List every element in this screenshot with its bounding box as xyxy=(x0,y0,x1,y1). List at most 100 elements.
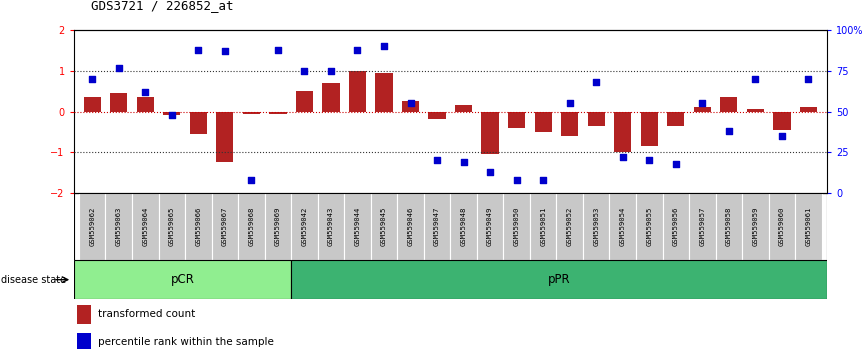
Bar xyxy=(773,112,791,130)
Text: GSM559064: GSM559064 xyxy=(142,207,148,246)
Bar xyxy=(402,101,419,112)
Point xyxy=(589,79,603,85)
Bar xyxy=(397,193,423,260)
Bar xyxy=(795,193,822,260)
Point xyxy=(510,177,524,183)
Text: disease state: disease state xyxy=(1,275,66,285)
Bar xyxy=(534,112,552,132)
Point xyxy=(112,65,126,70)
Text: GSM559057: GSM559057 xyxy=(700,207,705,246)
Bar xyxy=(291,260,827,299)
Point xyxy=(351,47,365,52)
Point xyxy=(669,161,682,166)
Text: GSM559044: GSM559044 xyxy=(354,207,360,246)
Bar xyxy=(291,193,318,260)
Bar xyxy=(185,193,211,260)
Text: GSM559042: GSM559042 xyxy=(301,207,307,246)
Bar xyxy=(158,193,185,260)
Text: GSM559065: GSM559065 xyxy=(169,207,175,246)
Bar xyxy=(265,193,291,260)
Bar xyxy=(561,112,578,136)
Bar xyxy=(106,193,132,260)
Text: GSM559051: GSM559051 xyxy=(540,207,546,246)
Bar xyxy=(375,73,392,112)
Point xyxy=(85,76,99,82)
Bar xyxy=(557,193,583,260)
Bar xyxy=(662,193,689,260)
Point xyxy=(722,128,736,134)
Text: GSM559066: GSM559066 xyxy=(196,207,201,246)
Bar xyxy=(503,193,530,260)
Bar xyxy=(477,193,503,260)
Bar xyxy=(636,193,662,260)
Text: GSM559055: GSM559055 xyxy=(646,207,652,246)
Text: pCR: pCR xyxy=(171,273,194,286)
Bar xyxy=(610,193,636,260)
Text: GSM559045: GSM559045 xyxy=(381,207,387,246)
Bar xyxy=(583,193,610,260)
Text: GSM559067: GSM559067 xyxy=(222,207,228,246)
Text: GSM559054: GSM559054 xyxy=(620,207,626,246)
Point xyxy=(244,177,258,183)
Text: GSM559069: GSM559069 xyxy=(275,207,281,246)
Bar xyxy=(242,112,260,114)
Bar xyxy=(450,193,477,260)
Bar xyxy=(694,108,711,112)
Bar xyxy=(641,112,658,146)
Bar xyxy=(769,193,795,260)
Text: GSM559047: GSM559047 xyxy=(434,207,440,246)
Text: GSM559068: GSM559068 xyxy=(249,207,255,246)
Text: GSM559046: GSM559046 xyxy=(408,207,414,246)
Point xyxy=(748,76,762,82)
Bar xyxy=(588,112,604,126)
Point xyxy=(695,101,709,106)
Bar xyxy=(423,193,450,260)
Text: GSM559058: GSM559058 xyxy=(726,207,732,246)
Bar xyxy=(530,193,557,260)
Bar xyxy=(110,93,127,112)
Point xyxy=(775,133,789,139)
Bar xyxy=(211,193,238,260)
Bar xyxy=(296,91,313,112)
Text: GSM559052: GSM559052 xyxy=(566,207,572,246)
Bar xyxy=(83,97,100,112)
Bar xyxy=(132,193,158,260)
Text: GSM559062: GSM559062 xyxy=(89,207,95,246)
Text: GSM559048: GSM559048 xyxy=(461,207,467,246)
Bar xyxy=(269,112,287,114)
Point xyxy=(643,158,656,163)
Bar xyxy=(322,83,339,112)
Bar xyxy=(349,71,366,112)
Text: GSM559061: GSM559061 xyxy=(805,207,811,246)
Point xyxy=(616,154,630,160)
Text: percentile rank within the sample: percentile rank within the sample xyxy=(98,337,274,347)
Bar xyxy=(77,333,91,348)
Bar xyxy=(77,304,91,324)
Point xyxy=(377,44,391,49)
Bar xyxy=(508,112,526,128)
Point xyxy=(324,68,338,74)
Point xyxy=(404,101,417,106)
Bar xyxy=(137,97,154,112)
Bar xyxy=(79,193,106,260)
Point xyxy=(298,68,312,74)
Bar xyxy=(715,193,742,260)
Bar xyxy=(746,109,764,112)
Point xyxy=(483,169,497,175)
Bar xyxy=(614,112,631,152)
Text: transformed count: transformed count xyxy=(98,309,195,319)
Bar xyxy=(689,193,715,260)
Text: GSM559056: GSM559056 xyxy=(673,207,679,246)
Bar xyxy=(238,193,265,260)
Point xyxy=(191,47,205,52)
Text: GSM559053: GSM559053 xyxy=(593,207,599,246)
Bar xyxy=(455,105,472,112)
Point xyxy=(456,159,470,165)
Bar xyxy=(742,193,769,260)
Bar xyxy=(800,108,818,112)
Bar xyxy=(667,112,684,126)
Point xyxy=(802,76,816,82)
Bar xyxy=(318,193,344,260)
Text: GSM559049: GSM559049 xyxy=(487,207,493,246)
Bar xyxy=(190,112,207,134)
